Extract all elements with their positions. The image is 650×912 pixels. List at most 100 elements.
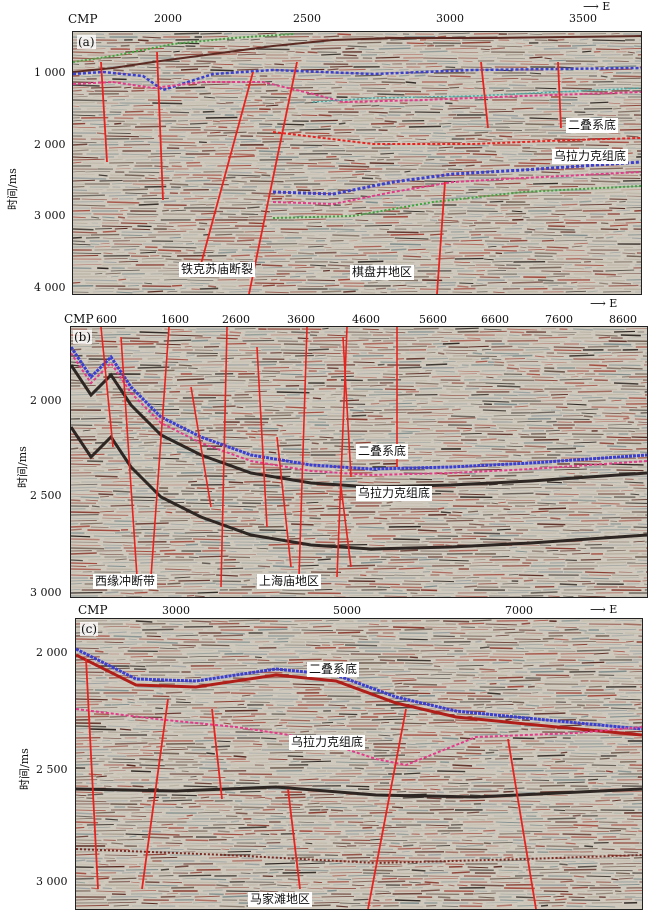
- fault-line: [336, 327, 348, 578]
- east-arrow: ⟶ E: [583, 0, 611, 13]
- cmp-tick: 3500: [569, 12, 597, 25]
- direction-label: E: [609, 297, 618, 310]
- fault-line: [156, 51, 164, 201]
- green-horizon-2: [272, 185, 641, 219]
- seismic-section-c: [75, 618, 643, 910]
- annotation-wulalike-c: 乌拉力克组底: [289, 735, 366, 750]
- panel-letter-b: (b): [73, 330, 93, 344]
- panel-letter-a: (a): [77, 35, 96, 49]
- time-tick: 2 500: [36, 763, 68, 776]
- permian-base-horizon: [73, 66, 641, 92]
- fault-line: [298, 327, 308, 578]
- fault-line: [150, 327, 170, 578]
- time-tick: 3 000: [30, 586, 62, 599]
- fault-line: [287, 788, 301, 890]
- wulalike-base-horizon: [73, 80, 641, 104]
- seismic-image-b: [71, 327, 647, 597]
- cmp-tick: 3000: [162, 604, 190, 617]
- cmp-tick: 3000: [436, 12, 464, 25]
- fault-line: [342, 336, 352, 478]
- wulalike-base-horizon: [76, 708, 642, 767]
- horizon-line: [76, 785, 642, 799]
- east-arrow: ⟶ E: [590, 297, 618, 310]
- seismic-section-a: [72, 31, 642, 295]
- fault-line: [367, 708, 407, 909]
- cmp-tick: 3600: [287, 313, 315, 326]
- direction-label: E: [609, 603, 618, 616]
- horizon-line: [71, 364, 647, 489]
- fault-line: [480, 61, 489, 129]
- fault-line: [436, 181, 446, 294]
- y-axis-label-a: 时间/ms: [6, 168, 19, 210]
- horizon-line: [73, 35, 641, 73]
- cmp-tick: 5600: [419, 313, 447, 326]
- green-horizon: [73, 33, 294, 63]
- time-tick: 3 000: [34, 209, 66, 222]
- cmp-tick: 6600: [481, 313, 509, 326]
- reflection-texture: [76, 619, 642, 908]
- y-axis-label-b: 时间/ms: [16, 446, 29, 488]
- annotation-thrust-belt-b: 西缘冲断带: [93, 574, 158, 589]
- red-horizon: [272, 131, 641, 145]
- time-tick: 2 500: [30, 489, 62, 502]
- time-tick: 2 000: [30, 394, 62, 407]
- seismic-image-a: [73, 32, 641, 294]
- cmp-tick: 7000: [505, 604, 533, 617]
- wulalike-base-horizon: [71, 352, 647, 477]
- cmp-label-c: CMP: [78, 603, 108, 617]
- cmp-tick: 2000: [154, 12, 182, 25]
- permian-base-horizon: [71, 346, 647, 471]
- cmp-tick: 600: [96, 313, 117, 326]
- annotation-area-c: 马家滩地区: [248, 892, 313, 907]
- time-tick: 2 000: [34, 138, 66, 151]
- annotation-wulalike-b: 乌拉力克组底: [356, 486, 433, 501]
- fault-line: [557, 61, 562, 129]
- cmp-tick: 4600: [352, 313, 380, 326]
- time-tick: 3 000: [36, 875, 68, 888]
- fault-line: [100, 327, 114, 448]
- cmp-tick: 8600: [609, 313, 637, 326]
- cmp-tick: 7600: [545, 313, 573, 326]
- annotation-permian-a: 二叠系底: [566, 118, 619, 133]
- cmp-tick: 5000: [333, 604, 361, 617]
- seismic-image-c: [76, 619, 642, 909]
- fault-line: [120, 336, 138, 578]
- fault-line: [248, 61, 298, 294]
- fault-line: [190, 386, 212, 508]
- fault-line: [100, 61, 108, 163]
- cmp-tick: 2500: [293, 12, 321, 25]
- annotation-fault-a: 铁克苏庙断裂: [179, 262, 256, 277]
- fault-line: [340, 486, 352, 568]
- time-tick: 4 000: [34, 281, 66, 294]
- fault-line: [507, 738, 537, 909]
- time-tick: 2 000: [36, 646, 68, 659]
- fault-line: [220, 327, 228, 588]
- horizon-line: [71, 426, 647, 551]
- annotation-area-a: 棋盘井地区: [350, 265, 415, 280]
- seismic-section-b: [70, 326, 648, 598]
- cyan-horizon: [312, 87, 641, 103]
- permian-base-horizon-2: [272, 160, 641, 196]
- fault-line: [141, 698, 169, 890]
- fault-line: [256, 346, 268, 528]
- annotation-permian-c: 二叠系底: [307, 662, 360, 677]
- annotation-area-b: 上海庙地区: [257, 574, 322, 589]
- fault-line: [200, 71, 254, 265]
- fault-line: [276, 436, 292, 568]
- horizon-line: [76, 653, 642, 737]
- cmp-tick: 1600: [161, 313, 189, 326]
- wulalike-horizon-2: [272, 171, 641, 206]
- annotation-wulalike-a: 乌拉力克组底: [552, 149, 629, 164]
- fault-line: [211, 708, 223, 800]
- y-axis-label-c: 时间/ms: [18, 748, 31, 790]
- east-arrow: ⟶ E: [590, 603, 618, 616]
- panel-letter-c: (c): [80, 622, 99, 636]
- direction-label: E: [602, 0, 611, 13]
- annotation-permian-b: 二叠系底: [356, 444, 409, 459]
- reflection-texture: [71, 327, 647, 597]
- cmp-label-a: CMP: [68, 12, 98, 26]
- cmp-tick: 2600: [222, 313, 250, 326]
- cmp-label-b: CMP: [64, 312, 94, 326]
- time-tick: 1 000: [34, 66, 66, 79]
- fault-line: [85, 658, 99, 890]
